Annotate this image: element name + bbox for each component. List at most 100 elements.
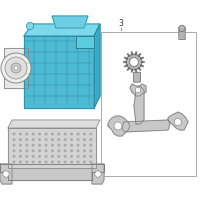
Circle shape — [26, 156, 28, 157]
Circle shape — [130, 58, 138, 66]
Circle shape — [135, 87, 141, 93]
Circle shape — [52, 139, 53, 140]
Circle shape — [58, 150, 60, 152]
Circle shape — [77, 139, 79, 140]
Polygon shape — [8, 128, 96, 168]
Circle shape — [114, 122, 122, 130]
Circle shape — [26, 133, 28, 135]
Polygon shape — [108, 116, 130, 136]
Polygon shape — [168, 112, 188, 130]
Circle shape — [71, 144, 72, 146]
Circle shape — [45, 161, 47, 163]
FancyBboxPatch shape — [179, 27, 185, 40]
Circle shape — [64, 161, 66, 163]
Circle shape — [13, 161, 15, 163]
Circle shape — [20, 139, 21, 140]
Circle shape — [32, 150, 34, 152]
Polygon shape — [24, 36, 94, 108]
Circle shape — [39, 150, 40, 152]
Polygon shape — [92, 164, 104, 184]
Circle shape — [90, 161, 92, 163]
Circle shape — [26, 150, 28, 152]
Circle shape — [13, 144, 15, 146]
Circle shape — [11, 63, 21, 73]
Circle shape — [32, 133, 34, 135]
Bar — [101, 32, 196, 176]
Circle shape — [64, 139, 66, 140]
Circle shape — [5, 57, 27, 79]
Polygon shape — [0, 164, 104, 180]
Circle shape — [64, 156, 66, 157]
Polygon shape — [134, 86, 144, 124]
Circle shape — [179, 25, 185, 32]
Circle shape — [32, 161, 34, 163]
Circle shape — [90, 144, 92, 146]
Circle shape — [64, 144, 66, 146]
Circle shape — [20, 156, 21, 157]
Circle shape — [58, 139, 60, 140]
Circle shape — [3, 171, 9, 177]
Circle shape — [52, 144, 53, 146]
Circle shape — [90, 156, 92, 157]
Circle shape — [52, 133, 53, 135]
Polygon shape — [94, 24, 100, 108]
Circle shape — [52, 156, 53, 157]
Circle shape — [58, 144, 60, 146]
Circle shape — [45, 156, 47, 157]
Polygon shape — [0, 164, 12, 184]
Circle shape — [84, 156, 85, 157]
Circle shape — [84, 139, 85, 140]
Circle shape — [45, 150, 47, 152]
Circle shape — [26, 22, 34, 30]
Circle shape — [39, 133, 40, 135]
Circle shape — [1, 53, 31, 83]
Polygon shape — [122, 120, 170, 132]
Circle shape — [71, 139, 72, 140]
Circle shape — [77, 150, 79, 152]
Circle shape — [77, 156, 79, 157]
Circle shape — [77, 133, 79, 135]
Circle shape — [45, 133, 47, 135]
Text: 3: 3 — [119, 20, 123, 28]
Circle shape — [32, 144, 34, 146]
Circle shape — [52, 161, 53, 163]
Circle shape — [84, 133, 85, 135]
Circle shape — [13, 156, 15, 157]
Circle shape — [13, 133, 15, 135]
Circle shape — [13, 139, 15, 140]
Circle shape — [71, 133, 72, 135]
Circle shape — [64, 133, 66, 135]
Circle shape — [71, 156, 72, 157]
Circle shape — [58, 133, 60, 135]
Circle shape — [77, 161, 79, 163]
Circle shape — [39, 156, 40, 157]
Polygon shape — [8, 120, 100, 128]
Polygon shape — [24, 24, 100, 36]
Polygon shape — [4, 48, 28, 88]
Circle shape — [45, 144, 47, 146]
Circle shape — [20, 133, 21, 135]
Circle shape — [32, 139, 34, 140]
Polygon shape — [76, 36, 94, 48]
Circle shape — [20, 144, 21, 146]
Circle shape — [90, 133, 92, 135]
Circle shape — [84, 161, 85, 163]
Circle shape — [26, 161, 28, 163]
Circle shape — [77, 144, 79, 146]
Circle shape — [39, 161, 40, 163]
Circle shape — [45, 139, 47, 140]
Circle shape — [84, 150, 85, 152]
Circle shape — [90, 150, 92, 152]
Polygon shape — [52, 16, 88, 28]
Circle shape — [26, 139, 28, 140]
FancyBboxPatch shape — [133, 72, 141, 82]
Circle shape — [32, 156, 34, 157]
Circle shape — [71, 150, 72, 152]
Circle shape — [90, 139, 92, 140]
Circle shape — [95, 171, 101, 177]
Polygon shape — [130, 84, 146, 96]
Circle shape — [26, 144, 28, 146]
Circle shape — [39, 139, 40, 140]
Circle shape — [20, 150, 21, 152]
Circle shape — [14, 66, 18, 70]
